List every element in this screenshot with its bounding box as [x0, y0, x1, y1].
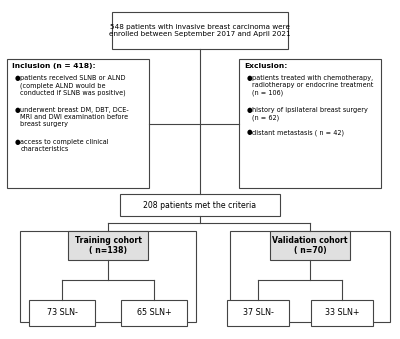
Bar [230, 231, 390, 322]
Bar [112, 12, 288, 49]
Bar [120, 194, 280, 216]
Text: ●: ● [246, 75, 252, 81]
Text: ●: ● [14, 139, 20, 145]
Bar [7, 59, 149, 188]
Text: patients treated with chemotherapy,
radiotherapy or endocrine treatment
(n = 106: patients treated with chemotherapy, radi… [252, 75, 374, 96]
Text: history of ipsilateral breast surgery
(n = 62): history of ipsilateral breast surgery (n… [252, 107, 368, 121]
Text: 65 SLN+: 65 SLN+ [137, 308, 171, 317]
Text: 548 patients with invasive breast carcinoma were
enrolled between September 2017: 548 patients with invasive breast carcin… [109, 24, 291, 37]
Text: 208 patients met the criteria: 208 patients met the criteria [144, 201, 256, 210]
Text: ●: ● [246, 107, 252, 113]
Text: Training cohort
( n=138): Training cohort ( n=138) [74, 236, 142, 256]
Bar [227, 300, 289, 325]
Text: distant metastasis ( n = 42): distant metastasis ( n = 42) [252, 129, 344, 136]
Bar [239, 59, 381, 188]
Bar [270, 231, 350, 260]
Text: patients received SLNB or ALND
(complete ALND would be
conducted if SLNB was pos: patients received SLNB or ALND (complete… [20, 75, 126, 96]
Text: ●: ● [14, 75, 20, 81]
Text: Validation cohort
( n=70): Validation cohort ( n=70) [272, 236, 348, 256]
Text: 37 SLN-: 37 SLN- [242, 308, 274, 317]
Text: Exclusion:: Exclusion: [244, 63, 287, 69]
Text: 33 SLN+: 33 SLN+ [325, 308, 359, 317]
Bar [29, 300, 95, 325]
Bar [311, 300, 373, 325]
Text: underwent breast DM, DBT, DCE-
MRI and DWI examination before
breast surgery: underwent breast DM, DBT, DCE- MRI and D… [20, 107, 129, 127]
Bar [20, 231, 196, 322]
Bar [121, 300, 187, 325]
Text: 73 SLN-: 73 SLN- [46, 308, 78, 317]
Text: ●: ● [14, 107, 20, 113]
Bar [68, 231, 148, 260]
Text: ●: ● [246, 129, 252, 136]
Text: access to complete clinical
characteristics: access to complete clinical characterist… [20, 139, 109, 152]
Text: Inclusion (n = 418):: Inclusion (n = 418): [12, 63, 96, 69]
